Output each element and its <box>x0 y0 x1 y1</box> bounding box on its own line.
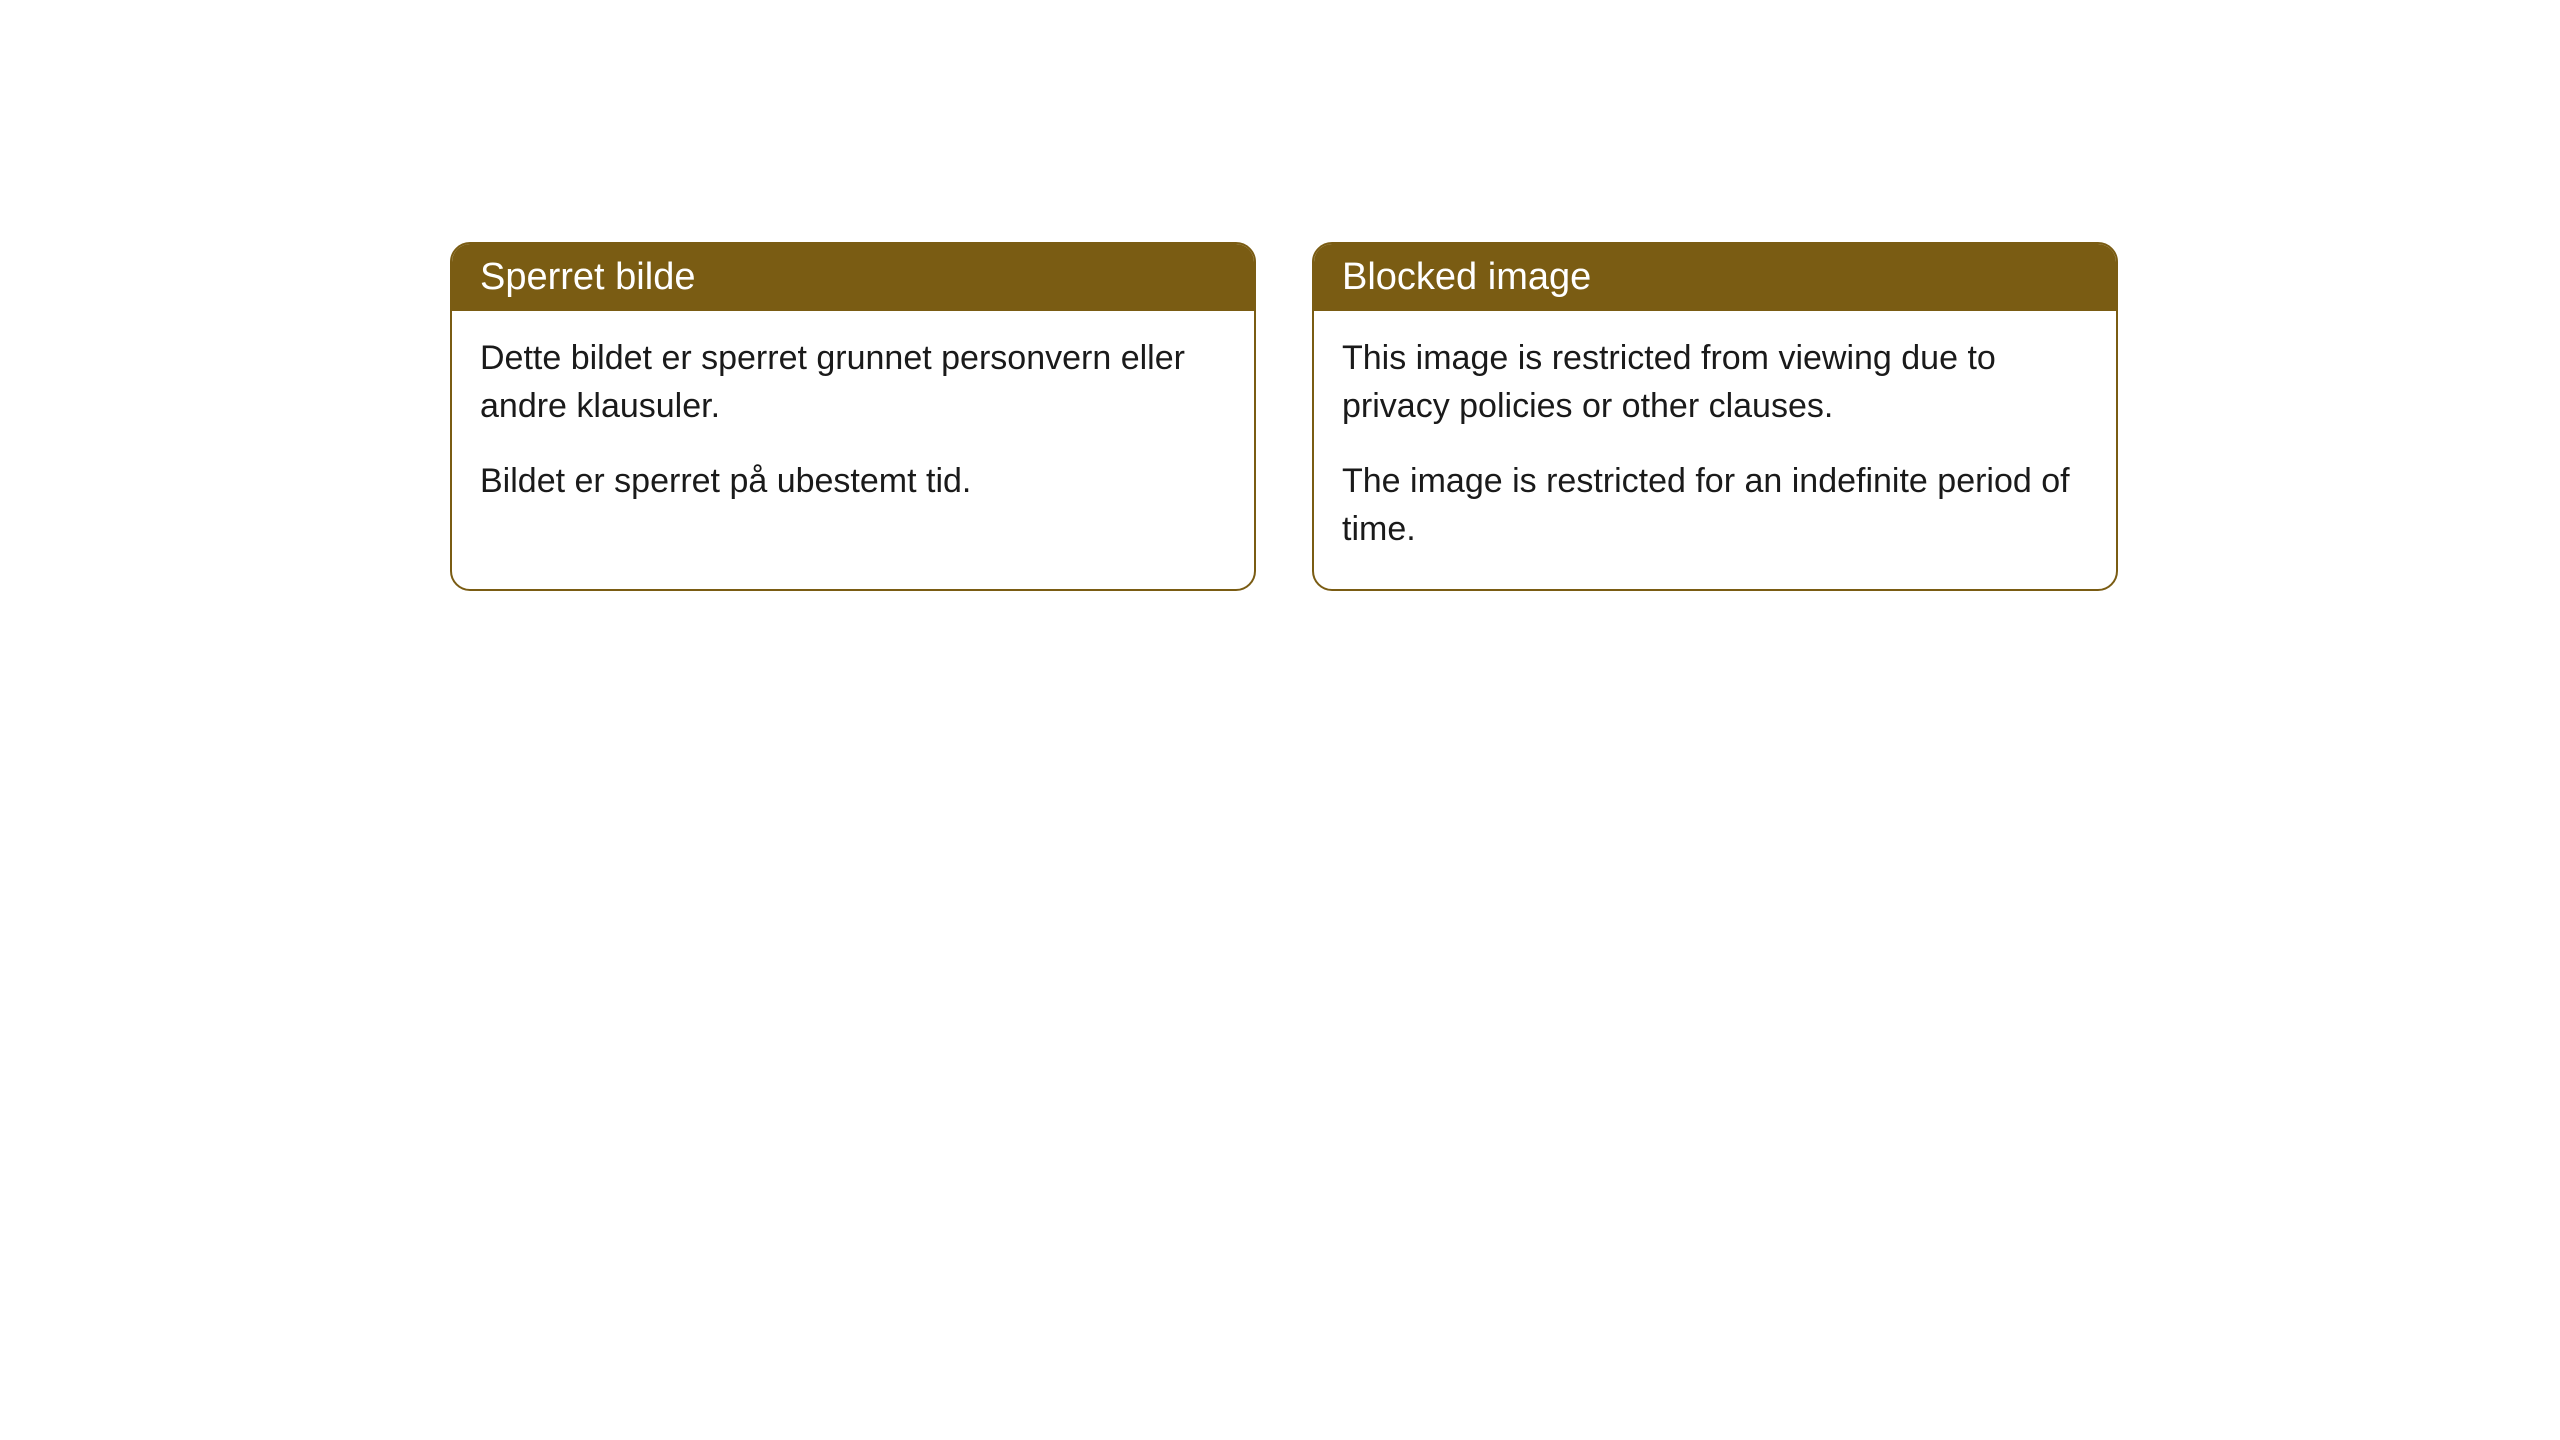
card-paragraph: Bildet er sperret på ubestemt tid. <box>480 458 1226 506</box>
card-body-english: This image is restricted from viewing du… <box>1314 311 2116 589</box>
card-paragraph: Dette bildet er sperret grunnet personve… <box>480 335 1226 430</box>
blocked-image-card-norwegian: Sperret bilde Dette bildet er sperret gr… <box>450 242 1256 591</box>
card-paragraph: This image is restricted from viewing du… <box>1342 335 2088 430</box>
card-header-english: Blocked image <box>1314 244 2116 311</box>
card-header-norwegian: Sperret bilde <box>452 244 1254 311</box>
blocked-image-card-english: Blocked image This image is restricted f… <box>1312 242 2118 591</box>
card-body-norwegian: Dette bildet er sperret grunnet personve… <box>452 311 1254 542</box>
notice-cards-container: Sperret bilde Dette bildet er sperret gr… <box>450 242 2118 591</box>
card-paragraph: The image is restricted for an indefinit… <box>1342 458 2088 553</box>
